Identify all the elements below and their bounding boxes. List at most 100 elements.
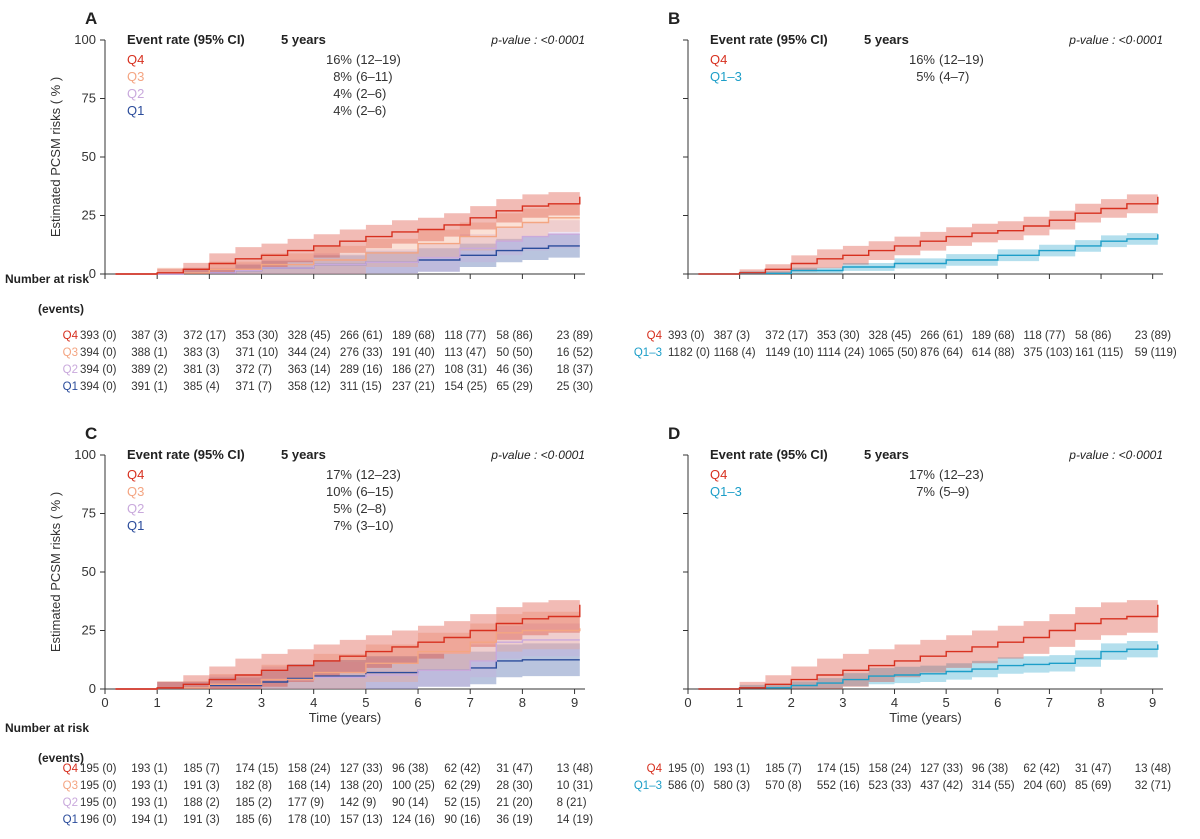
risk-cell: 375 (103) — [1023, 347, 1072, 359]
curve-q3 — [115, 217, 580, 275]
risk-cell: 113 (47) — [444, 347, 486, 359]
panel-a: A 0 25 50 75 100 Estimated PCSM risks ( % ) Eve… — [5, 9, 593, 393]
risk-cell: 8 (21) — [557, 797, 587, 809]
x-tick-label: 3 — [839, 695, 846, 710]
x-tick-label: 4 — [891, 695, 898, 710]
risk-cell: 96 (38) — [972, 763, 1009, 775]
risk-cell: 142 (9) — [340, 797, 377, 809]
risk-cell: 195 (0) — [80, 763, 117, 775]
risk-cell: 1149 (10) — [765, 347, 814, 359]
risk-cell: 18 (37) — [557, 364, 594, 376]
legend-ci-q4: (12–19) — [356, 52, 401, 67]
risk-cell: 21 (20) — [496, 797, 533, 809]
legend-header-event: Event rate (95% CI) — [127, 32, 245, 47]
legend-rate-q1-3: 5% — [916, 69, 935, 84]
risk-cell: 371 (7) — [236, 381, 273, 393]
risk-cell: 1114 (24) — [817, 347, 865, 359]
curve-q4 — [698, 604, 1159, 690]
x-tick-label: 8 — [1097, 695, 1104, 710]
x-axis-label: Time (years) — [309, 710, 381, 725]
risk-row-label-q1: Q1 — [63, 814, 78, 826]
risk-cell: 552 (16) — [817, 780, 860, 792]
risk-cell: 52 (15) — [444, 797, 481, 809]
risk-cell: 237 (21) — [392, 381, 435, 393]
y-axis-label: Estimated PCSM risks ( % ) — [48, 492, 63, 652]
risk-cell: 196 (0) — [80, 814, 117, 826]
legend-label-q4: Q4 — [127, 52, 144, 67]
risk-cell: 16 (52) — [557, 347, 594, 359]
risk-cell: 127 (33) — [920, 763, 963, 775]
curve-q3 — [115, 628, 581, 690]
p-value: p-value : <0·0001 — [490, 33, 585, 47]
risk-cell: 580 (3) — [714, 780, 751, 792]
x-tick-label: 8 — [519, 695, 526, 710]
risk-cell: 394 (0) — [80, 347, 117, 359]
risk-cell: 127 (33) — [340, 763, 383, 775]
risk-cell: 59 (119) — [1135, 347, 1177, 359]
risk-cell: 96 (38) — [392, 763, 429, 775]
risk-cell: 289 (16) — [340, 364, 383, 376]
risk-cell: 25 (30) — [557, 381, 594, 393]
risk-row-label-q3: Q3 — [63, 347, 78, 359]
risk-cell: 195 (0) — [80, 797, 117, 809]
x-tick-label: 2 — [206, 695, 213, 710]
curve-q4 — [115, 604, 581, 690]
x-tick-label: 0 — [684, 695, 691, 710]
legend-label-q1-3: Q1–3 — [710, 484, 742, 499]
risk-cell: 90 (16) — [444, 814, 481, 826]
legend-label-q1: Q1 — [127, 518, 144, 533]
y-axis-label: Estimated PCSM risks ( % ) — [48, 77, 63, 237]
y-tick-label: 100 — [74, 32, 96, 47]
risk-cell: 194 (1) — [131, 814, 168, 826]
risk-cell: 189 (68) — [392, 330, 435, 342]
risk-cell: 391 (1) — [131, 381, 168, 393]
risk-cell: 195 (0) — [668, 763, 705, 775]
risk-cell: 138 (20) — [340, 780, 383, 792]
y-tick-label: 25 — [82, 208, 96, 223]
risk-cell: 177 (9) — [288, 797, 325, 809]
x-tick-label: 0 — [101, 695, 108, 710]
risk-cell: 388 (1) — [131, 347, 168, 359]
risk-cell: 193 (1) — [714, 763, 751, 775]
risk-cell: 158 (24) — [288, 763, 331, 775]
risk-cell: 353 (30) — [236, 330, 279, 342]
legend-rate-q4: 17% — [326, 467, 352, 482]
legend-label-q2: Q2 — [127, 86, 144, 101]
risk-cell: 188 (2) — [183, 797, 220, 809]
legend-label-q4: Q4 — [710, 52, 727, 67]
risk-cell: 65 (29) — [496, 381, 533, 393]
risk-cell: 185 (6) — [236, 814, 273, 826]
x-tick-label: 5 — [362, 695, 369, 710]
legend-rate-q4: 16% — [909, 52, 935, 67]
risk-cell: 189 (68) — [972, 330, 1015, 342]
risk-cell: 32 (71) — [1135, 780, 1172, 792]
risk-cell: 13 (48) — [1135, 763, 1172, 775]
risk-cell: 389 (2) — [131, 364, 168, 376]
p-value: p-value : <0·0001 — [490, 448, 585, 462]
risk-cell: 62 (42) — [444, 763, 481, 775]
legend-label-q1: Q1 — [127, 103, 144, 118]
risk-cell: 195 (0) — [80, 780, 117, 792]
risk-cell: 393 (0) — [668, 330, 705, 342]
risk-cell: 394 (0) — [80, 381, 117, 393]
risk-cell: 363 (14) — [288, 364, 331, 376]
risk-cell: 614 (88) — [972, 347, 1015, 359]
risk-cell: 191 (40) — [392, 347, 435, 359]
legend-ci-q3: (6–15) — [356, 484, 394, 499]
risk-cell: 394 (0) — [80, 364, 117, 376]
risk-cell: 193 (1) — [131, 797, 168, 809]
legend-ci-q1: (2–6) — [356, 103, 386, 118]
panel-label: D — [668, 424, 680, 443]
risk-row-label-q4: Q4 — [647, 330, 663, 342]
risk-cell: 523 (33) — [869, 780, 912, 792]
legend-ci-q1-3: (5–9) — [939, 484, 969, 499]
legend-label-q1-3: Q1–3 — [710, 69, 742, 84]
risk-cell: 62 (42) — [1023, 763, 1060, 775]
risk-cell: 58 (86) — [496, 330, 533, 342]
risk-cell: 191 (3) — [183, 780, 220, 792]
risk-cell: 372 (17) — [765, 330, 808, 342]
risk-cell: 1168 (4) — [714, 347, 756, 359]
risk-row-label-q2: Q2 — [63, 364, 78, 376]
x-tick-label: 1 — [154, 695, 161, 710]
